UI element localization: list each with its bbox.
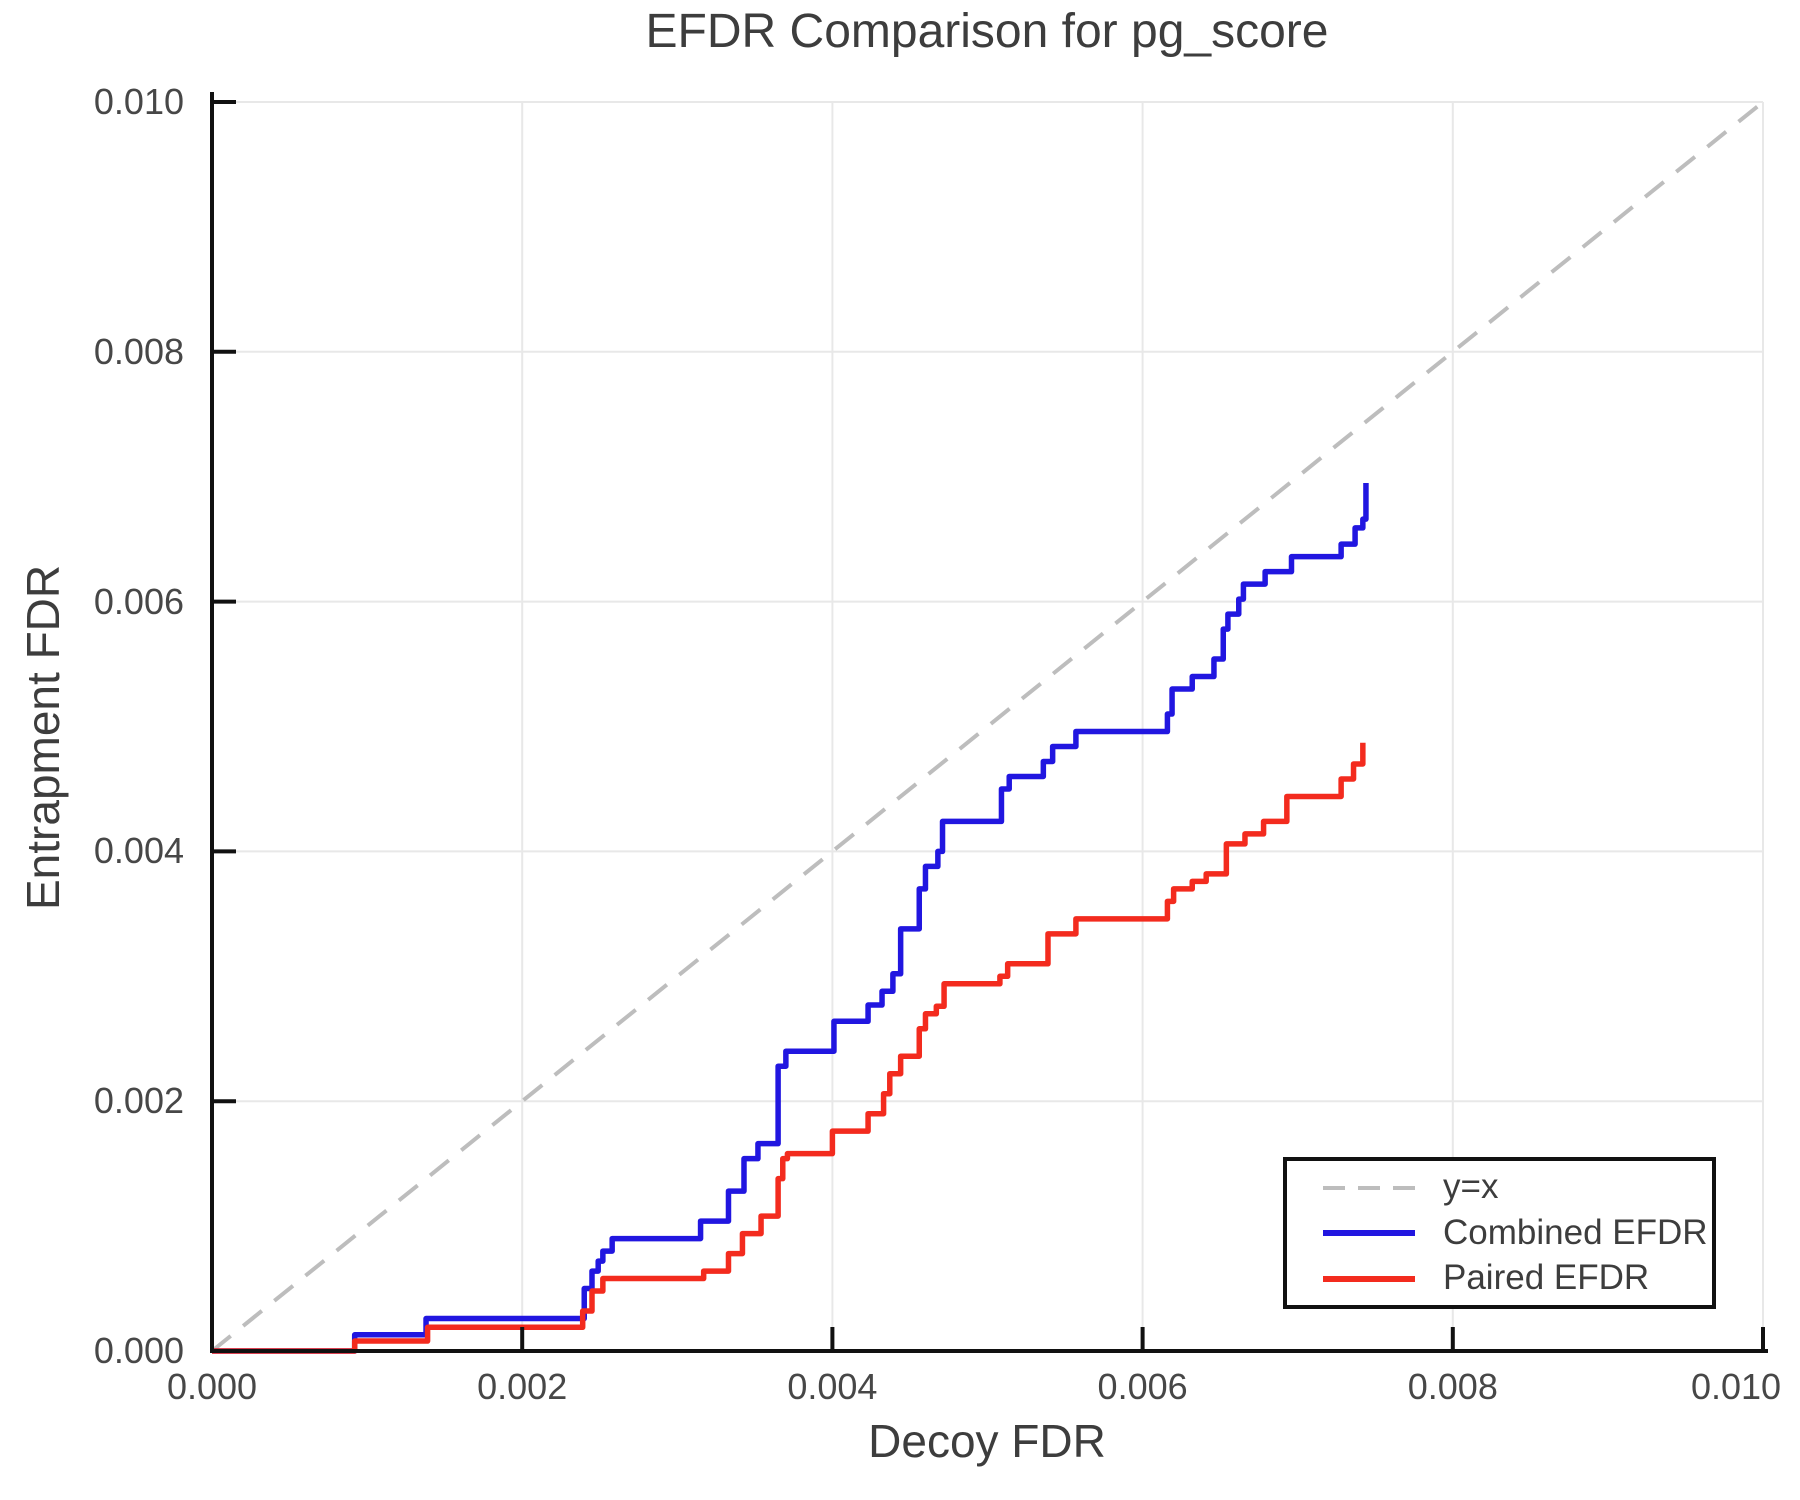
x-tick-label: 0.008 (1407, 1366, 1498, 1407)
x-tick-label: 0.010 (1690, 1366, 1782, 1407)
x-tick-label: 0.002 (477, 1366, 568, 1407)
chart-title: EFDR Comparison for pg_score (645, 5, 1329, 58)
legend-entry-combined-efdr: Combined EFDR (1321, 1212, 1712, 1253)
y-tick-label: 0.000 (93, 1330, 184, 1371)
y-tick-label: 0.006 (93, 580, 184, 622)
y-x-line (210, 100, 1765, 1353)
y-tick-label: 0.002 (93, 1080, 184, 1122)
legend-label-identity: y=x (1443, 1167, 1499, 1207)
legend-label-combined-efdr: Combined EFDR (1443, 1212, 1708, 1252)
paired-efdr-line (212, 742, 1366, 1354)
x-tick-label: 0.004 (787, 1366, 878, 1407)
legend: y=x Combined EFDR Paired EFDR (1283, 1157, 1716, 1309)
y-tick-label: 0.004 (93, 830, 184, 872)
identity-line-swatch (1323, 1185, 1415, 1190)
x-tick-label: 0.000 (166, 1366, 258, 1407)
x-axis-label: Decoy FDR (868, 1415, 1106, 1467)
paired-efdr-line-swatch (1323, 1275, 1415, 1282)
legend-entry-paired-efdr: Paired EFDR (1321, 1259, 1712, 1298)
legend-entry-identity: y=x (1321, 1168, 1712, 1207)
y-tick-label: 0.008 (93, 330, 184, 372)
x-tick-label: 0.006 (1097, 1366, 1188, 1407)
combined-efdr-line-swatch (1323, 1230, 1415, 1236)
y-tick-label: 0.010 (93, 81, 184, 122)
combined-efdr-line (212, 482, 1369, 1354)
legend-label-paired-efdr: Paired EFDR (1443, 1258, 1650, 1298)
